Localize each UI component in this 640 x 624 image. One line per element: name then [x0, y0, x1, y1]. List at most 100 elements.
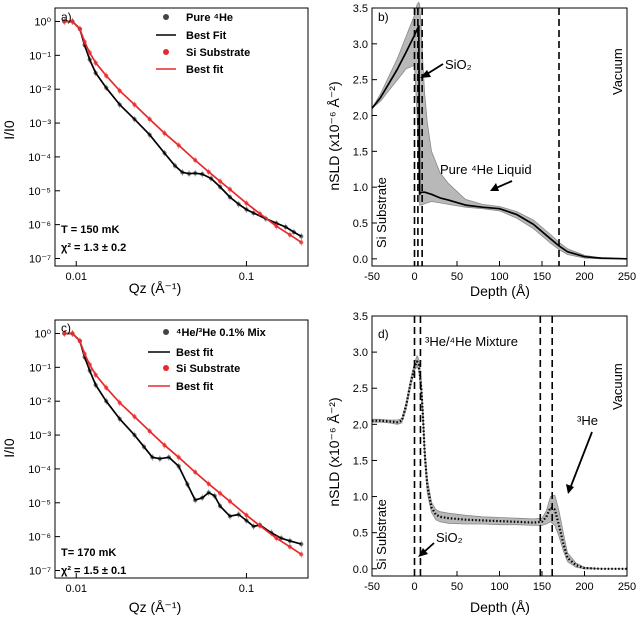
y-tick-label: 1.5 [353, 455, 368, 467]
x-tick-label: 50 [451, 581, 463, 593]
annotation-mixture: ³He/⁴He Mixture [425, 334, 518, 349]
region-label-si-substrate: Si Substrate [374, 499, 389, 570]
panel-label: a) [61, 10, 72, 24]
y-tick-label: 1.0 [353, 182, 368, 194]
y-tick-label: 0.0 [353, 564, 368, 576]
y-tick-label: 10⁻⁴ [28, 152, 51, 164]
annotation-temperature: T = 150 mK [61, 224, 119, 236]
plot-frame [371, 315, 628, 577]
y-tick-label: 10⁻¹ [29, 50, 51, 62]
arrow-icon [418, 542, 435, 557]
x-tick-label: 0.01 [66, 271, 87, 283]
x-tick-label: 250 [618, 581, 636, 593]
y-tick-label: 10⁰ [34, 328, 51, 340]
x-tick-label: 200 [575, 581, 593, 593]
y-tick-label: 0.5 [353, 528, 368, 540]
y-tick-label: 1.5 [353, 146, 368, 158]
x-tick-label: 200 [575, 271, 593, 283]
x-tick-label: 0 [411, 581, 417, 593]
x-axis-label: Qz (Å⁻¹) [129, 599, 182, 615]
series-line-profile [372, 360, 627, 570]
uncertainty-band [371, 1, 628, 260]
y-tick-label: 10⁻⁶ [28, 532, 51, 544]
annotation-sio2: SiO₂ [445, 57, 472, 72]
y-axis-label: nSLD (x10⁻⁶ Å⁻²) [326, 81, 342, 190]
legend-label-best-fit-red: Best fit [176, 381, 214, 393]
region-label-vacuum: Vacuum [610, 48, 625, 95]
legend-label-best-fit-red: Best fit [186, 64, 224, 76]
y-tick-label: 10⁻³ [29, 118, 51, 130]
arrow-icon [566, 431, 593, 494]
x-tick-label: 100 [490, 581, 508, 593]
arrow-icon [420, 63, 444, 78]
legend-label-mix: ⁴He/³He 0.1% Mix [176, 327, 267, 339]
legend-marker-mix [163, 329, 169, 335]
x-tick-label: 150 [533, 271, 551, 283]
data-point-si-substrate [62, 331, 67, 336]
x-tick-label: 50 [451, 271, 463, 283]
y-tick-label: 3.5 [353, 311, 368, 323]
annotation-chi-squared: χ² = 1.3 ± 0.2 [61, 242, 126, 254]
data-point-si-substrate [62, 19, 67, 24]
annotation-chi-squared: χ² = 1.5 ± 0.1 [61, 565, 126, 577]
y-tick-label: 10⁻⁶ [28, 220, 51, 232]
y-tick-label: 2.0 [353, 419, 368, 431]
x-tick-label: 150 [533, 581, 551, 593]
x-tick-label: -50 [364, 581, 380, 593]
x-tick-label: 0.01 [66, 583, 87, 595]
series-line-profile [371, 25, 628, 260]
y-tick-label: 10⁻² [29, 84, 51, 96]
y-tick-label: 1.0 [353, 492, 368, 504]
series-line-best-fit [64, 332, 302, 545]
panel-label: b) [378, 10, 389, 24]
y-axis-label: I/I0 [1, 438, 17, 458]
y-tick-label: 10⁻⁴ [28, 464, 51, 476]
plot-frame [54, 7, 309, 267]
x-axis-label: Depth (Å) [470, 599, 530, 615]
y-tick-label: 10⁻⁷ [29, 253, 51, 265]
region-label-si-substrate: Si Substrate [374, 177, 389, 248]
panel-a: 0.01 0.1 10⁰ 10⁻¹ 10⁻² 10⁻³ 10⁻⁴ 10⁻⁵ 10⁻⁶ 10⁻⁷ a… [1, 7, 309, 296]
legend-marker-pure-4he [163, 14, 169, 20]
legend-marker-si-substrate [163, 49, 169, 55]
y-tick-label: 10⁻⁷ [29, 565, 51, 577]
series-line-best-fit [64, 20, 302, 238]
y-tick-label: 3.0 [353, 39, 368, 51]
x-tick-label: 100 [490, 271, 508, 283]
arrow-icon [490, 180, 513, 191]
y-tick-label: 10⁻² [29, 396, 51, 408]
y-tick-label: 10⁻¹ [29, 362, 51, 374]
x-tick-label: 250 [618, 271, 636, 283]
legend-marker-si-substrate [163, 365, 169, 371]
panel-c: 0.01 0.1 10⁰ 10⁻¹ 10⁻² 10⁻³ 10⁻⁴ 10⁻⁵ 10⁻⁶ 10⁻⁷ c… [1, 319, 309, 615]
legend-label-best-fit: Best fit [176, 347, 214, 359]
annotation-3he: ³He [577, 413, 598, 428]
y-tick-label: 10⁰ [34, 16, 51, 28]
x-axis-label: Depth (Å) [470, 283, 530, 299]
legend-label-si-substrate: Si Substrate [186, 47, 250, 59]
plot-frame [54, 319, 309, 579]
annotation-temperature: T= 170 mK [61, 547, 116, 559]
y-axis-label: nSLD (x10⁻⁶ Å⁻²) [326, 397, 342, 506]
y-tick-label: 10⁻⁵ [28, 498, 51, 510]
y-tick-label: 0.0 [353, 254, 368, 266]
legend-label-pure-4he: Pure ⁴He [186, 12, 233, 24]
legend: Pure ⁴He Best Fit Si Substrate Best fit [156, 12, 250, 76]
panel-label: d) [378, 327, 389, 341]
panel-b: -50 0 50 100 150 200 250 0.0 0.5 1.0 1.5 2.0 2.5 3.0 3… [326, 1, 636, 299]
legend: ⁴He/³He 0.1% Mix Best fit Si Substrate B… [148, 327, 267, 393]
y-tick-label: 3.0 [353, 347, 368, 359]
y-tick-label: 3.5 [353, 3, 368, 15]
y-tick-label: 0.5 [353, 218, 368, 230]
x-axis-label: Qz (Å⁻¹) [129, 280, 182, 296]
series-line-best-fit [64, 332, 302, 556]
x-tick-label: 0.1 [239, 583, 254, 595]
annotation-pure-4he-liquid: Pure ⁴He Liquid [440, 162, 532, 177]
y-axis-label: I/I0 [1, 120, 17, 140]
y-tick-label: 2.0 [353, 111, 368, 123]
series-line-best-fit [64, 20, 302, 244]
y-tick-label: 10⁻⁵ [28, 186, 51, 198]
legend-label-best-fit: Best Fit [186, 30, 227, 42]
x-tick-label: 0 [411, 271, 417, 283]
